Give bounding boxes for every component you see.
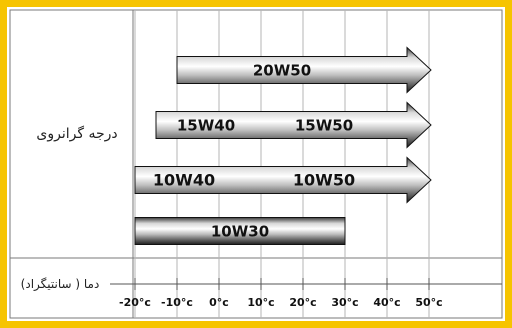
- grade-bar: 10W30: [134, 217, 346, 245]
- grade-bar-shape: [155, 101, 432, 149]
- grade-label: 10W30: [211, 223, 269, 241]
- grid-border: [9, 9, 503, 319]
- grade-bar: 20W50: [176, 46, 432, 94]
- tick-label: 20°c: [289, 296, 316, 309]
- temperature-label: دما ( سانتیگراد): [21, 277, 100, 292]
- viscosity-grade-label: درجه گرانروی: [36, 125, 117, 142]
- tick-label: -10°c: [161, 296, 193, 309]
- grade-bar-shape: [134, 217, 346, 245]
- grade-bar-shape: [176, 46, 432, 94]
- tick-label: 0°c: [209, 296, 229, 309]
- grade-label: 15W40: [177, 117, 235, 135]
- grade-label: 10W50: [293, 171, 355, 190]
- grade-label: 20W50: [253, 62, 311, 80]
- grade-label: 15W50: [295, 117, 353, 135]
- tick-label: 10°c: [247, 296, 274, 309]
- tick-label: -20°c: [119, 296, 151, 309]
- grade-label: 10W40: [153, 171, 215, 190]
- grade-bar: 10W40 10W50: [134, 156, 432, 204]
- x-axis-ticks: -20°c -10°c 0°c 10°c 20°c 30°c 40°c 50°c: [119, 296, 443, 309]
- tick-label: 40°c: [373, 296, 400, 309]
- grade-bar-shape: [134, 156, 432, 204]
- grade-bar: 15W40 15W50: [155, 101, 432, 149]
- tick-label: 50°c: [415, 296, 442, 309]
- tick-label: 30°c: [331, 296, 358, 309]
- bars-group: 20W50 15W40 15W50 10W40 10W50 10W30: [134, 46, 432, 245]
